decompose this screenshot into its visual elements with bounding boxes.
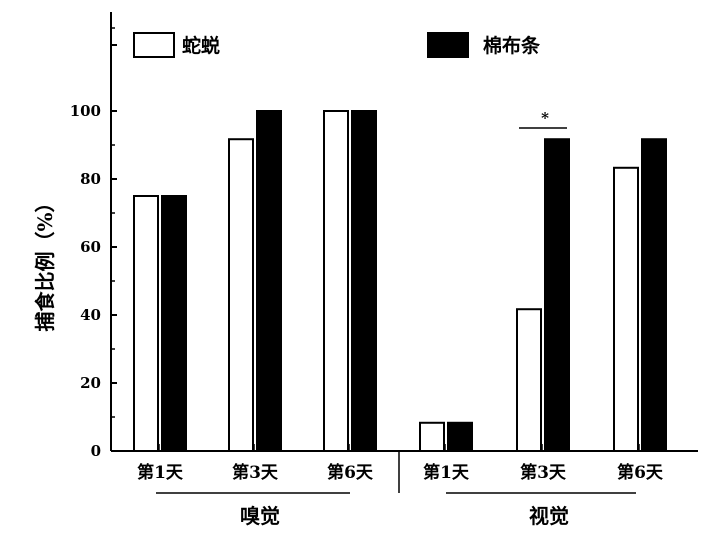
bars (133, 110, 667, 452)
x-tick-label: 第1天 (137, 462, 184, 483)
y-tick-label: 80 (80, 170, 101, 188)
bar (641, 138, 667, 452)
y-tick-label: 40 (80, 306, 101, 324)
legend-swatch (133, 32, 175, 58)
significance-star: * (541, 109, 549, 127)
bar (544, 138, 570, 452)
axis-frame (110, 12, 698, 493)
legend-label: 棉布条 (483, 34, 541, 57)
bar (447, 421, 473, 452)
bar (256, 110, 282, 452)
legend: 蛇蜕 棉布条 (133, 32, 541, 58)
bar (516, 308, 542, 452)
bar (323, 110, 349, 452)
legend-label: 蛇蜕 (182, 34, 220, 57)
x-tick-label: 第6天 (327, 462, 374, 483)
x-tick-label: 第3天 (520, 462, 567, 483)
bar (419, 421, 445, 452)
significance-annotation: * (519, 109, 567, 129)
bar (133, 195, 159, 452)
bar (161, 195, 187, 452)
bar (613, 166, 639, 452)
bar (228, 138, 254, 452)
x-tick-label: 第3天 (232, 462, 279, 483)
legend-swatch (427, 32, 469, 58)
y-tick-label: 100 (70, 102, 101, 120)
y-tick-label: 0 (91, 442, 101, 460)
group-label: 视觉 (529, 504, 569, 528)
y-tick-label: 60 (80, 238, 101, 256)
y-tick-label: 20 (80, 374, 101, 392)
bar (351, 110, 377, 452)
x-tick-label: 第1天 (423, 462, 470, 483)
group-label: 嗅觉 (240, 504, 280, 528)
y-axis-ticks: 0 20 40 60 80 100 (70, 27, 117, 460)
x-tick-label: 第6天 (617, 462, 664, 483)
y-axis-label: 捕食比例（%） (33, 192, 57, 331)
